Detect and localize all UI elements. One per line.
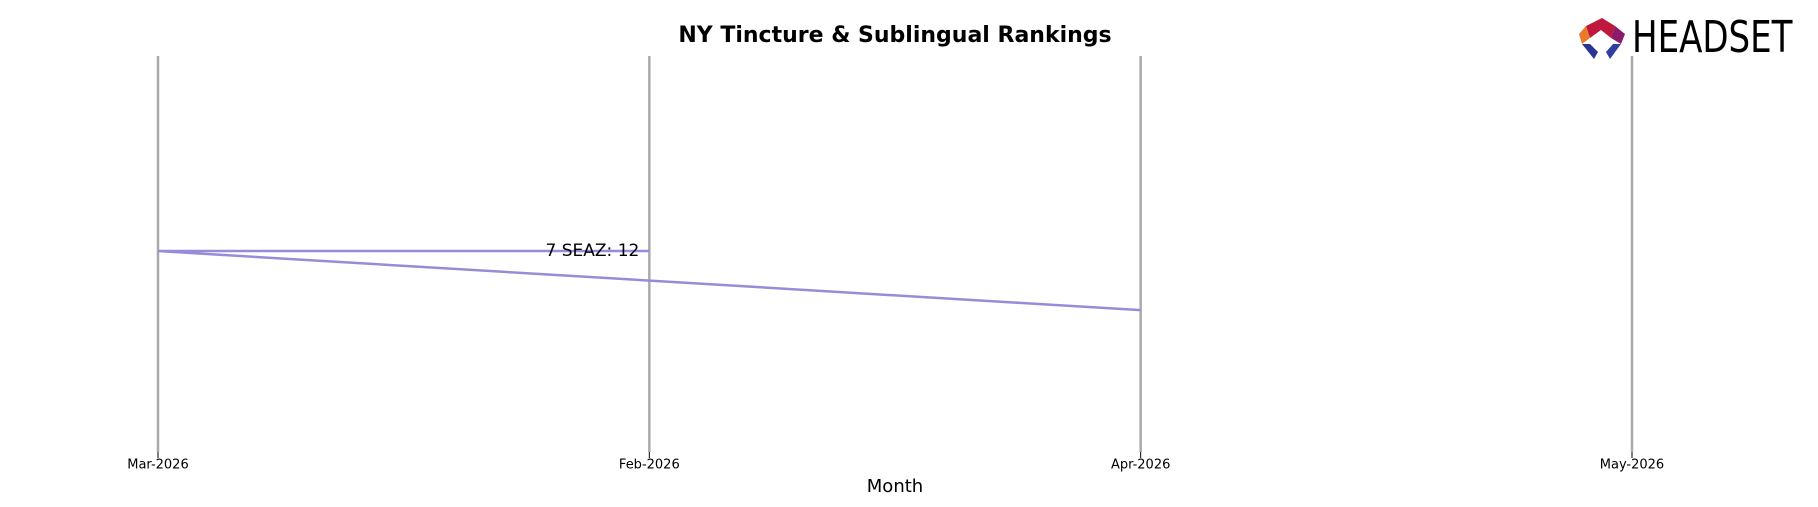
x-tick-label: Mar-2026 bbox=[127, 458, 188, 473]
x-tick-label: Feb-2026 bbox=[619, 458, 680, 473]
x-axis-label: Month bbox=[867, 476, 923, 497]
logo-mark bbox=[1606, 44, 1621, 59]
logo: HEADSET bbox=[1579, 11, 1793, 63]
x-tick-label: Apr-2026 bbox=[1111, 458, 1170, 473]
series-line bbox=[157, 249, 1141, 312]
series-label: 7 SEAZ: 12 bbox=[546, 241, 640, 261]
x-tick-label: May-2026 bbox=[1600, 458, 1664, 473]
chart-title: NY Tincture & Sublingual Rankings bbox=[678, 23, 1111, 48]
logo-text: HEADSET bbox=[1632, 11, 1793, 62]
logo-mark bbox=[1582, 44, 1598, 59]
logo-mark bbox=[1611, 26, 1625, 44]
logo-mark bbox=[1586, 18, 1615, 38]
logo-mark bbox=[1579, 26, 1590, 44]
